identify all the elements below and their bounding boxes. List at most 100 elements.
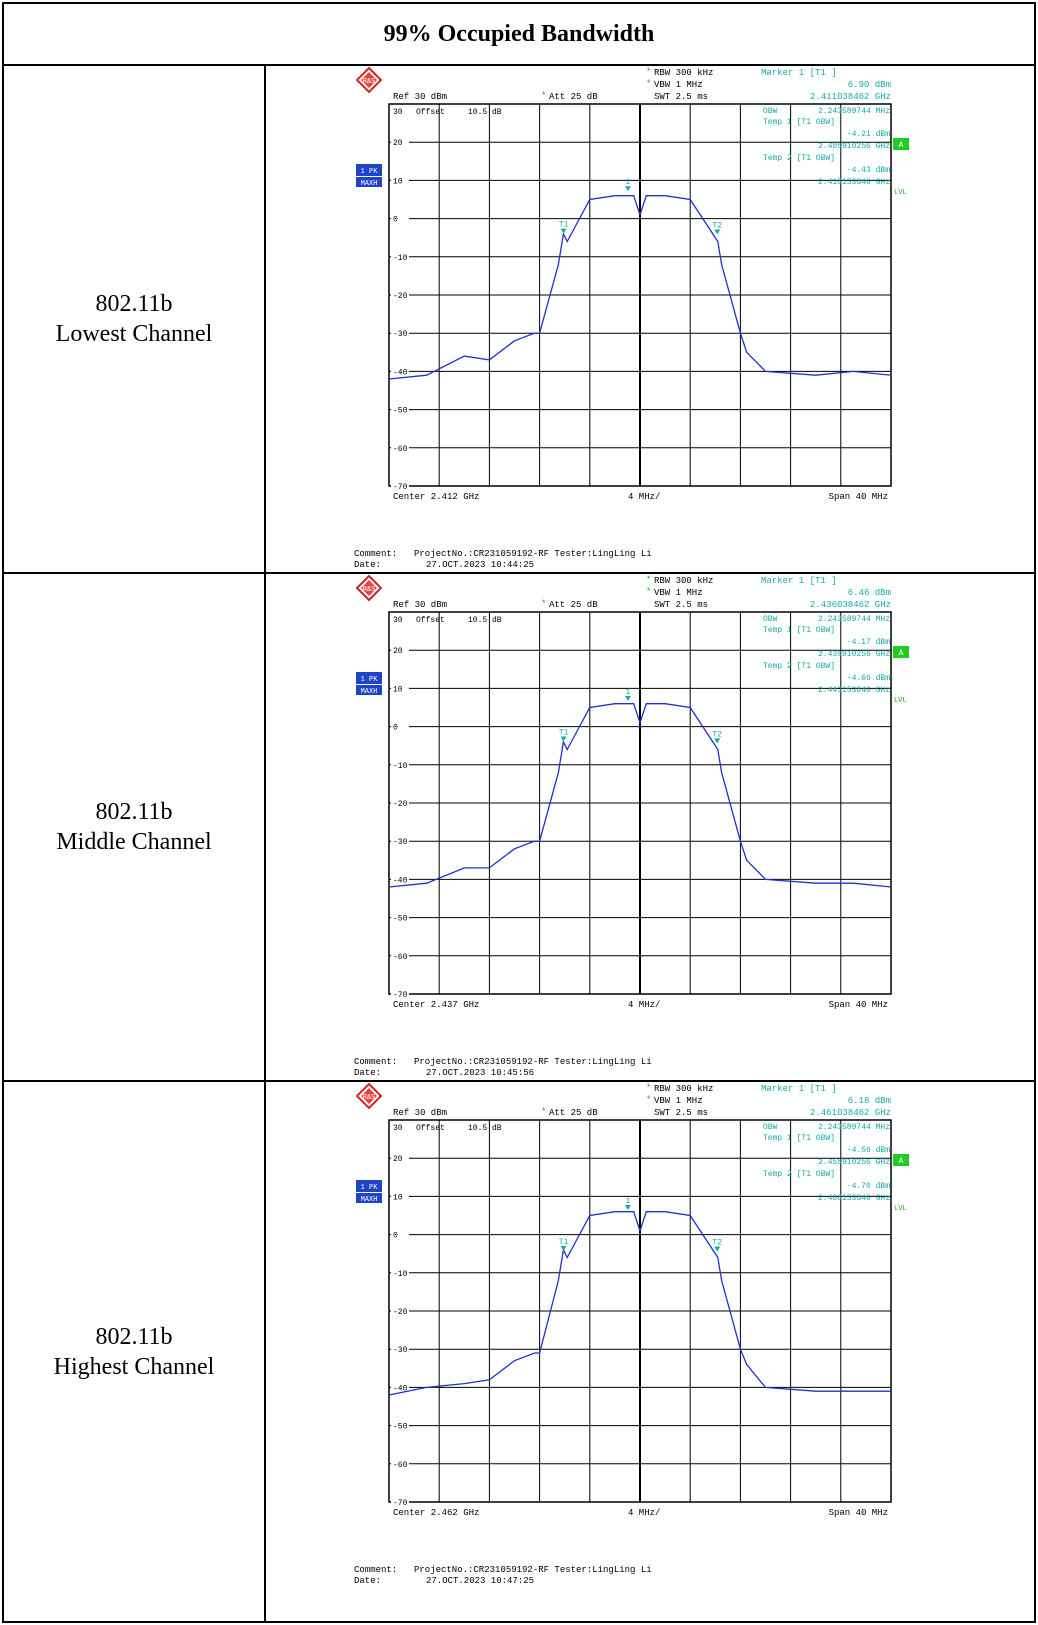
marker-frequency: 2.436038462 GHz (810, 600, 891, 610)
trace-mode-badge: 1 PK MAXH (356, 164, 382, 188)
y-tick-label: -20 (393, 1308, 408, 1317)
span-label: Span 40 MHz (829, 492, 888, 502)
temp1-level: -4.17 dBm (847, 638, 890, 647)
y-tick-label: -20 (393, 800, 408, 809)
temp1-label: Temp 1 [T1 OBW] (763, 1134, 835, 1143)
marker-label-t2: T2 (712, 730, 722, 739)
trace-detector-label: 1 PK (361, 168, 379, 176)
plot-grid (388, 1119, 892, 1503)
obw-value: 2.243589744 MHz (818, 615, 890, 624)
comment-text: ProjectNo.:CR231059192-RF Tester:LingLin… (414, 549, 652, 559)
comment-label: Comment: (354, 1057, 397, 1067)
comment-label: Comment: (354, 549, 397, 559)
asterisk-icon: * (541, 1107, 546, 1117)
vbw-label: VBW 1 MHz (654, 588, 703, 598)
asterisk-icon: * (646, 587, 651, 597)
rs-logo-text: R&S (363, 78, 376, 86)
marker-label-1: 1 (626, 1197, 631, 1206)
marker-level: 6.90 dBm (848, 80, 891, 90)
status-a-label: A (899, 141, 904, 150)
obw-value: 2.243589744 MHz (818, 107, 890, 116)
date-text: 27.OCT.2023 10:45:56 (426, 1068, 534, 1078)
status-a-label: A (899, 649, 904, 658)
marker-title: Marker 1 [T1 ] (761, 1084, 837, 1094)
y-tick-label: -60 (393, 445, 408, 454)
y-tick-label: 20 (393, 1155, 403, 1164)
span-label: Span 40 MHz (829, 1508, 888, 1518)
marker-point-t1 (560, 1246, 567, 1252)
plot-grid (388, 611, 892, 995)
y-tick-label: 30 (393, 616, 403, 625)
y-tick-label: -40 (393, 368, 408, 377)
y-tick-label: -10 (393, 1270, 408, 1279)
marker-label-t1: T1 (559, 1238, 569, 1247)
mode-label: 802.11b (95, 291, 173, 317)
vbw-label: VBW 1 MHz (654, 1096, 703, 1106)
offset-value: 10.5 dB (468, 108, 502, 117)
date-label: Date: (354, 1576, 381, 1586)
mode-label: 802.11b (95, 1323, 173, 1350)
y-tick-label: -50 (393, 407, 408, 416)
y-tick-label: -30 (393, 330, 408, 339)
trace-mode-badge: 1 PK MAXH (356, 1180, 382, 1204)
y-tick-label: 0 (393, 1232, 398, 1241)
asterisk-icon: * (541, 599, 546, 609)
channel-label: Lowest Channel (55, 321, 213, 347)
y-tick-label: -60 (393, 1461, 408, 1470)
obw-label: OBW (763, 615, 778, 624)
marker-title: Marker 1 [T1 ] (761, 68, 837, 78)
offset-label: Offset (416, 616, 445, 625)
y-tick-label: -20 (393, 292, 408, 301)
lvl-label: LVL (894, 189, 907, 197)
date-label: Date: (354, 560, 381, 570)
plot-grid (388, 103, 892, 487)
temp2-level: -4.43 dBm (847, 166, 890, 175)
date-text: 27.OCT.2023 10:44:25 (426, 560, 534, 570)
rbw-label: RBW 300 kHz (654, 68, 713, 78)
rs-logo-text: R&S (363, 1094, 376, 1102)
status-a-badge: A (893, 646, 909, 658)
marker-title: Marker 1 [T1 ] (761, 576, 837, 586)
temp1-level: -4.56 dBm (847, 1146, 890, 1155)
temp1-level: -4.21 dBm (847, 130, 890, 139)
marker-label-t1: T1 (559, 221, 569, 230)
asterisk-icon: * (646, 1083, 651, 1093)
asterisk-icon: * (646, 67, 651, 77)
division-label: 4 MHz/ (628, 1000, 660, 1010)
channel-label-cell: 802.11b Lowest Channel (2, 66, 266, 574)
channel-label-cell: 802.11b Middle Channel (2, 574, 266, 1082)
marker-frequency: 2.411038462 GHz (810, 92, 891, 102)
asterisk-icon: * (646, 575, 651, 585)
y-tick-label: 20 (393, 647, 403, 656)
table-row: 802.11b Lowest Channel R&S * * * RBW 300 kHz VB… (2, 66, 1036, 574)
trace-maxhold-label: MAXH (361, 688, 378, 696)
comment-label: Comment: (354, 1565, 397, 1575)
ref-level-label: Ref 30 dBm (393, 1108, 447, 1118)
y-tick-label: -30 (393, 1346, 408, 1355)
temp2-level: -4.66 dBm (847, 674, 890, 683)
marker-label-1: 1 (626, 688, 631, 697)
y-tick-label: -40 (393, 1384, 408, 1393)
vbw-label: VBW 1 MHz (654, 80, 703, 90)
temp1-frequency: 2.455910256 GHz (818, 1158, 890, 1167)
lvl-label: LVL (894, 697, 907, 705)
marker-label-1: 1 (626, 178, 631, 187)
rbw-label: RBW 300 kHz (654, 1084, 713, 1094)
ref-level-label: Ref 30 dBm (393, 600, 447, 610)
temp2-label: Temp 2 [T1 OBW] (763, 154, 835, 163)
marker-point-t2 (714, 738, 721, 744)
marker-point-1 (624, 186, 631, 192)
y-tick-label: -70 (393, 1499, 408, 1508)
table-row: 802.11b Middle Channel R&S * * * RBW 300 kHz VB… (2, 574, 1036, 1082)
y-tick-label: -70 (393, 991, 408, 1000)
offset-value: 10.5 dB (468, 616, 502, 625)
marker-label-t2: T2 (712, 1239, 722, 1248)
y-tick-label: 0 (393, 216, 398, 225)
rs-logo-icon: R&S (355, 1082, 383, 1110)
offset-value: 10.5 dB (468, 1124, 502, 1133)
temp2-label: Temp 2 [T1 OBW] (763, 1170, 835, 1179)
status-a-label: A (899, 1157, 904, 1166)
asterisk-icon: * (541, 91, 546, 101)
